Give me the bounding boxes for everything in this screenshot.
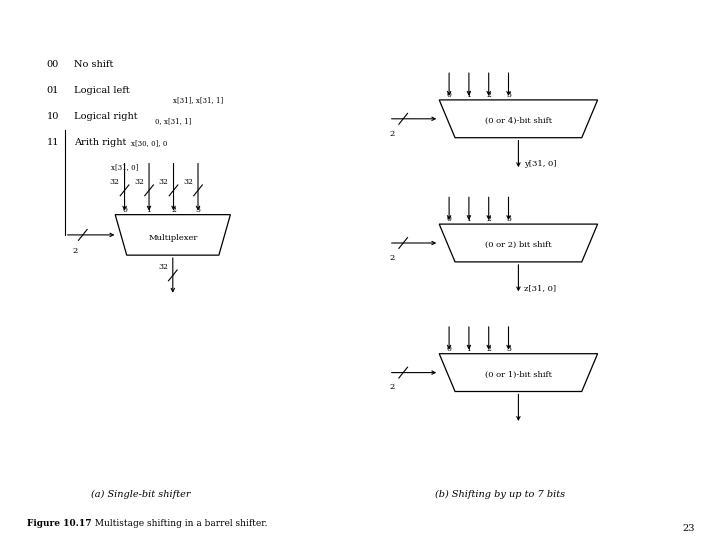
Text: 3: 3 — [196, 206, 200, 214]
Text: 2: 2 — [390, 254, 395, 262]
Text: x[31, 0]: x[31, 0] — [111, 164, 138, 172]
Text: 0: 0 — [446, 91, 451, 99]
Text: Figure 10.17: Figure 10.17 — [27, 519, 92, 528]
Text: Arith right: Arith right — [74, 138, 127, 147]
Text: 1: 1 — [467, 345, 472, 353]
Text: 2: 2 — [390, 383, 395, 392]
Text: No shift: No shift — [74, 60, 114, 69]
Text: 00: 00 — [47, 60, 59, 69]
Text: Logical right: Logical right — [74, 112, 138, 121]
Text: (0 or 4)-bit shift: (0 or 4)-bit shift — [485, 117, 552, 125]
Text: 01: 01 — [47, 86, 59, 95]
Text: 0: 0 — [446, 215, 451, 223]
Text: 2: 2 — [171, 206, 176, 214]
Text: 32: 32 — [158, 178, 168, 186]
Text: 3: 3 — [506, 215, 511, 223]
Text: 3: 3 — [506, 345, 511, 353]
Text: 1: 1 — [467, 91, 472, 99]
Text: Multiplexer: Multiplexer — [148, 234, 197, 241]
Text: 32: 32 — [134, 178, 144, 186]
Text: 32: 32 — [158, 263, 168, 271]
Text: 32: 32 — [109, 178, 120, 186]
Text: 0: 0 — [446, 345, 451, 353]
Text: 1: 1 — [147, 206, 151, 214]
Text: 11: 11 — [47, 138, 59, 147]
Text: 10: 10 — [47, 112, 59, 121]
Text: (b) Shifting by up to 7 bits: (b) Shifting by up to 7 bits — [436, 490, 565, 498]
Text: 23: 23 — [683, 524, 695, 532]
Text: 0, x[31, 1]: 0, x[31, 1] — [156, 118, 192, 126]
Text: Logical left: Logical left — [74, 86, 130, 95]
Text: 2: 2 — [486, 345, 491, 353]
Text: Multistage shifting in a barrel shifter.: Multistage shifting in a barrel shifter. — [89, 519, 267, 528]
Text: 2: 2 — [73, 247, 78, 255]
Text: y[31, 0]: y[31, 0] — [524, 160, 557, 167]
Text: x[30, 0], 0: x[30, 0], 0 — [131, 139, 167, 147]
Text: (0 or 1)-bit shift: (0 or 1)-bit shift — [485, 371, 552, 379]
Text: 3: 3 — [506, 91, 511, 99]
Text: 1: 1 — [467, 215, 472, 223]
Text: 32: 32 — [183, 178, 193, 186]
Text: z[31, 0]: z[31, 0] — [524, 284, 557, 292]
Text: 2: 2 — [390, 130, 395, 138]
Text: 2: 2 — [486, 215, 491, 223]
Text: 0: 0 — [122, 206, 127, 214]
Text: (0 or 2) bit shift: (0 or 2) bit shift — [485, 241, 552, 249]
Text: 2: 2 — [486, 91, 491, 99]
Text: (a) Single-bit shifter: (a) Single-bit shifter — [91, 490, 190, 498]
Text: x[31], x[31, 1]: x[31], x[31, 1] — [173, 96, 223, 104]
